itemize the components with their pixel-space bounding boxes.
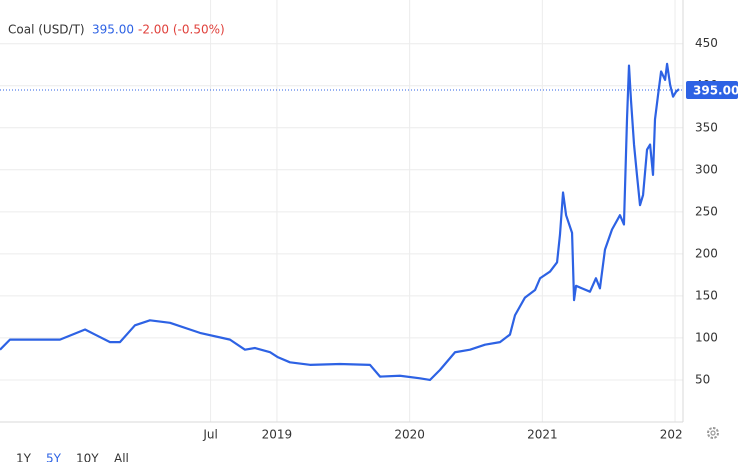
x-tick-label: 2022 xyxy=(660,428,691,442)
plot: Jul 2019 2020 2021 2022 xyxy=(0,62,691,442)
grid xyxy=(0,0,683,422)
y-tick-label: 50 xyxy=(695,372,710,386)
range-buttons: 1Y 5Y 10Y All xyxy=(16,452,129,462)
last-value-label: 395.00 xyxy=(693,83,739,97)
range-button[interactable]: 10Y xyxy=(76,452,99,462)
range-button[interactable]: All xyxy=(114,452,129,462)
last-value-tag xyxy=(686,80,738,99)
y-tick-label: 150 xyxy=(695,288,718,302)
y-tick-label: 250 xyxy=(695,204,718,218)
x-tick-label: Jul xyxy=(202,428,217,442)
range-button[interactable]: 5Y xyxy=(46,452,62,462)
settings-icon[interactable] xyxy=(707,427,719,439)
price-change: -2.00 (-0.50%) xyxy=(138,23,225,37)
price-line xyxy=(0,62,680,382)
chart-title: Coal (USD/T) xyxy=(8,23,85,37)
x-tick-label: 2021 xyxy=(527,428,558,442)
y-tick-label: 350 xyxy=(695,120,718,134)
y-tick-label: 450 xyxy=(695,36,718,50)
y-tick-label: 100 xyxy=(695,330,718,344)
y-tick-label: 300 xyxy=(695,162,718,176)
y-tick-label: 200 xyxy=(695,246,718,260)
x-tick-label: 2019 xyxy=(262,428,293,442)
range-button[interactable]: 1Y xyxy=(16,452,32,462)
x-tick-label: 2020 xyxy=(394,428,425,442)
last-price: 395.00 xyxy=(92,23,134,37)
